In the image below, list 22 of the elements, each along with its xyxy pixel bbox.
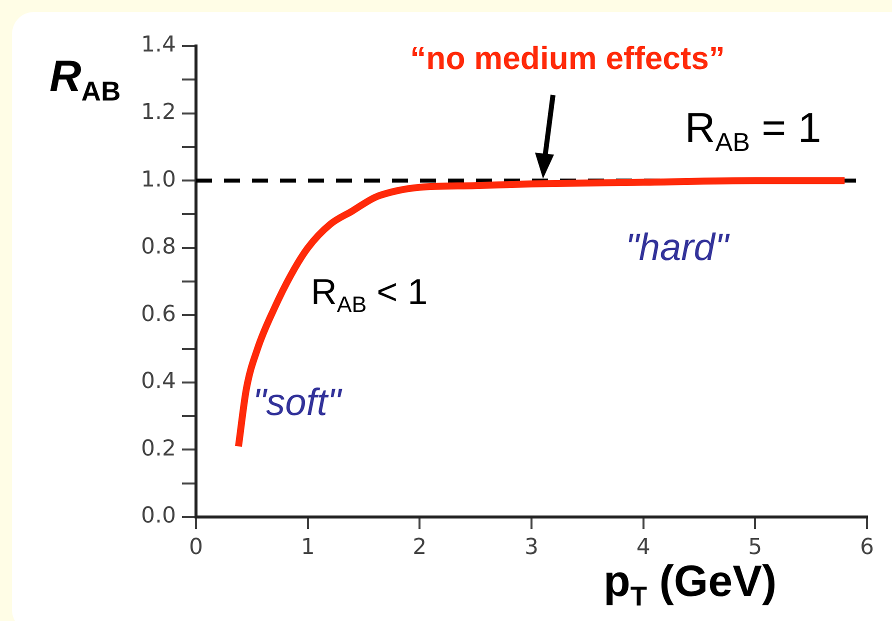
ref-line-label: R$_{AB}$ = 1	[684, 104, 822, 157]
annotation: “no medium effects”	[410, 40, 725, 76]
y-tick-label: 0.4	[141, 369, 176, 394]
x-tick-label: 1	[300, 534, 315, 560]
annotation: "hard"	[625, 226, 728, 269]
x-tick-label: 0	[189, 534, 203, 560]
y-tick-label: 1.0	[141, 167, 176, 192]
y-tick-label: 0.0	[141, 504, 176, 529]
x-axis-title: p$_{T}$ (GeV)	[604, 557, 777, 612]
annotation: "soft"	[252, 382, 341, 424]
annotation: R$_{AB}$ < 1	[310, 270, 428, 317]
y-tick-label: 0.8	[141, 234, 176, 260]
x-tick-label: 5	[748, 534, 762, 560]
y-tick-label: 0.2	[141, 436, 176, 462]
x-tick-label: 2	[412, 534, 427, 560]
x-tick-label: 6	[860, 534, 874, 560]
x-tick-label: 4	[636, 534, 650, 560]
y-axis-title: R$_{AB}$	[50, 52, 121, 107]
y-tick-label: 1.2	[141, 100, 176, 126]
y-tick-label: 1.4	[141, 32, 176, 58]
x-tick-label: 3	[524, 534, 538, 560]
y-tick-label: 0.6	[141, 302, 176, 327]
